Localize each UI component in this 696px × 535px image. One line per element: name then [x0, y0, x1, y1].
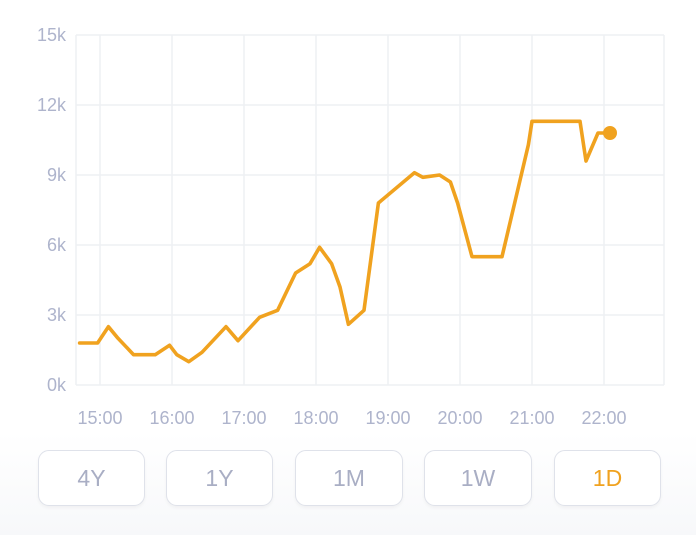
x-tick-label: 18:00 [293, 408, 338, 428]
x-tick-label: 20:00 [437, 408, 482, 428]
grid-lines [75, 34, 665, 386]
y-tick-label: 6k [47, 235, 67, 255]
y-tick-label: 15k [37, 25, 67, 45]
price-chart: 0k 3k 6k 9k 12k 15k 15:00 16:00 17:00 18:00 19:00… [37, 25, 665, 428]
range-button-4y[interactable]: 4Y [38, 450, 145, 506]
y-axis-ticks: 0k 3k 6k 9k 12k 15k [37, 25, 67, 395]
y-tick-label: 0k [47, 375, 67, 395]
x-tick-label: 17:00 [221, 408, 266, 428]
y-tick-label: 12k [37, 95, 67, 115]
x-tick-label: 15:00 [77, 408, 122, 428]
series-line [77, 119, 612, 364]
x-tick-label: 22:00 [581, 408, 626, 428]
x-tick-label: 16:00 [149, 408, 194, 428]
y-tick-label: 9k [47, 165, 67, 185]
x-tick-label: 21:00 [509, 408, 554, 428]
line-chart-svg: 0k 3k 6k 9k 12k 15k 15:00 16:00 17:00 18:00 19:00… [37, 25, 665, 428]
range-selector: 4Y 1Y 1M 1W 1D [0, 432, 696, 535]
x-axis-ticks: 15:00 16:00 17:00 18:00 19:00 20:00 21:00 22:00 [77, 408, 626, 428]
range-button-1y[interactable]: 1Y [166, 450, 273, 506]
x-tick-label: 19:00 [365, 408, 410, 428]
last-point-marker [603, 126, 617, 140]
range-button-1d[interactable]: 1D [554, 450, 661, 506]
range-button-1m[interactable]: 1M [295, 450, 403, 506]
y-tick-label: 3k [47, 305, 67, 325]
range-button-1w[interactable]: 1W [424, 450, 532, 506]
